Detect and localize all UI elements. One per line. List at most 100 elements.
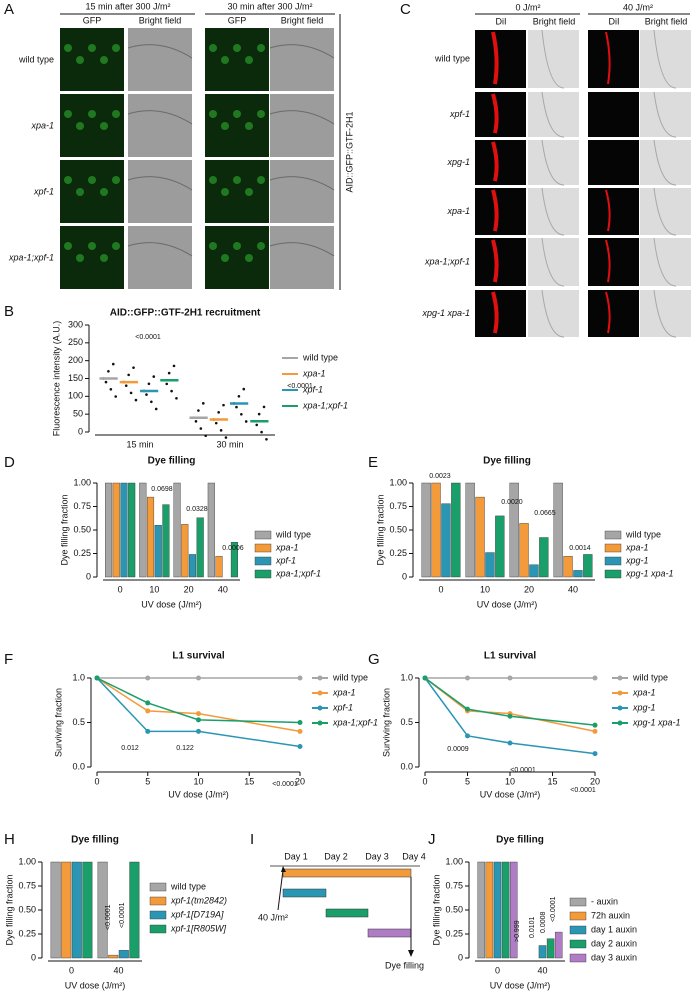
bar xyxy=(538,945,547,959)
brightfield-image xyxy=(528,290,579,337)
data-point xyxy=(297,744,303,750)
column-label: Bright field xyxy=(139,15,182,25)
scatter-dot xyxy=(104,380,108,384)
x-axis-label: UV dose (J/m²) xyxy=(480,789,541,799)
nucleus xyxy=(257,242,265,250)
series-line xyxy=(96,677,301,733)
nucleus xyxy=(233,242,241,250)
brightfield-image xyxy=(528,140,579,185)
brightfield-image xyxy=(270,226,334,289)
p-value: <0.0001 xyxy=(510,767,536,774)
legend-label: xpa-1;xpf-1 xyxy=(332,717,378,727)
chart-title: Dye filling xyxy=(71,835,119,846)
p-value: <0.0001 xyxy=(550,896,557,922)
dye-signal xyxy=(491,141,499,182)
p-value: >0.999 xyxy=(514,920,521,942)
chart-title: Dye filling xyxy=(148,456,196,467)
brightfield-image xyxy=(128,226,192,289)
nucleus xyxy=(88,110,96,118)
dye-signal xyxy=(605,31,611,85)
x-tick-label: 0 xyxy=(495,965,500,975)
nucleus xyxy=(257,110,265,118)
x-tick-label: 40 xyxy=(218,584,228,594)
bar xyxy=(61,861,72,959)
data-point xyxy=(507,740,513,746)
row-label: xpg-1 xpa-1 xyxy=(421,308,470,318)
dye-signal xyxy=(491,31,499,85)
condition-label: 40 J/m² xyxy=(623,2,653,12)
chart: L1 survival Surviving fraction 0.0 0.5 1.0 UV… xyxy=(53,651,378,800)
nucleus xyxy=(245,56,253,64)
bar xyxy=(50,861,61,959)
gfp-image xyxy=(205,226,269,289)
y-axis-label: Dye filling fraction xyxy=(375,494,385,565)
bar xyxy=(112,482,120,578)
y-tick-label: 0.25 xyxy=(389,548,407,558)
p-value: 0.0020 xyxy=(501,499,523,506)
column-label: DiI xyxy=(609,16,620,26)
bar xyxy=(146,496,155,578)
legend-label: wild type xyxy=(625,529,661,539)
scatter-dot xyxy=(197,409,200,412)
scatter-dot xyxy=(222,403,225,407)
tissue-edge xyxy=(127,242,193,257)
series-line xyxy=(424,677,596,755)
x-tick-label: 15 min xyxy=(126,439,153,449)
x-tick-label: 0 xyxy=(118,584,123,594)
legend-label: wild type xyxy=(275,529,311,539)
arrow xyxy=(277,869,284,911)
data-point xyxy=(196,711,201,717)
p-value: <0.0001 xyxy=(287,383,313,390)
brightfield-image xyxy=(528,188,579,235)
dye-signal xyxy=(491,93,499,134)
column-label: Bright field xyxy=(533,16,576,26)
data-point xyxy=(465,706,470,712)
y-tick-label: 0.5 xyxy=(72,717,85,727)
bar xyxy=(519,523,529,578)
y-tick-label: 1.00 xyxy=(445,856,463,866)
legend-marker xyxy=(617,690,623,696)
dii-image xyxy=(588,188,639,235)
legend-swatch xyxy=(569,897,587,907)
p-value: 0.0008 xyxy=(540,911,547,933)
bar xyxy=(128,482,136,578)
legend-swatch xyxy=(604,569,622,579)
panel-letter: J xyxy=(428,831,436,848)
y-tick-label: 0.75 xyxy=(18,880,36,890)
worm-outline xyxy=(541,91,565,138)
chart: Dye filling Dye filling fraction 0 0.25 0.50… xyxy=(431,835,637,991)
y-tick-label: 0.50 xyxy=(389,524,407,534)
bar xyxy=(465,482,475,578)
legend-label: xpf-1(tm2842) xyxy=(170,895,227,905)
scatter-dot xyxy=(194,420,198,423)
x-tick-label: 30 min xyxy=(216,439,243,449)
x-tick-label: 15 xyxy=(547,776,557,786)
data-point xyxy=(94,675,100,681)
legend-label: 72h auxin xyxy=(591,910,630,920)
y-tick-label: 0 xyxy=(78,426,83,436)
worm-outline xyxy=(653,237,677,287)
dye-signal xyxy=(605,189,611,232)
legend-label: xpf-1 xyxy=(332,702,353,712)
legend-marker xyxy=(617,705,623,711)
data-point xyxy=(297,675,303,681)
data-point xyxy=(145,708,151,714)
panel-letter: A xyxy=(4,1,14,18)
bar xyxy=(105,482,113,578)
x-axis-label: UV dose (J/m²) xyxy=(477,599,538,609)
y-axis-label: Dye filling fraction xyxy=(431,874,441,945)
treatment-bar xyxy=(282,868,412,878)
brightfield-image xyxy=(270,94,334,157)
tissue-edge xyxy=(269,110,335,125)
gfp-image xyxy=(60,226,124,289)
y-tick-label: 0.50 xyxy=(445,904,463,914)
bar xyxy=(546,938,555,959)
bar xyxy=(181,524,189,578)
legend-label: xpa-1;xpf-1 xyxy=(302,400,348,410)
brightfield-image xyxy=(640,30,691,88)
scatter-dot xyxy=(170,389,173,393)
scatter-dot xyxy=(129,391,133,395)
nucleus xyxy=(209,242,217,250)
nucleus xyxy=(112,176,120,184)
y-tick-label: 100 xyxy=(68,391,83,401)
